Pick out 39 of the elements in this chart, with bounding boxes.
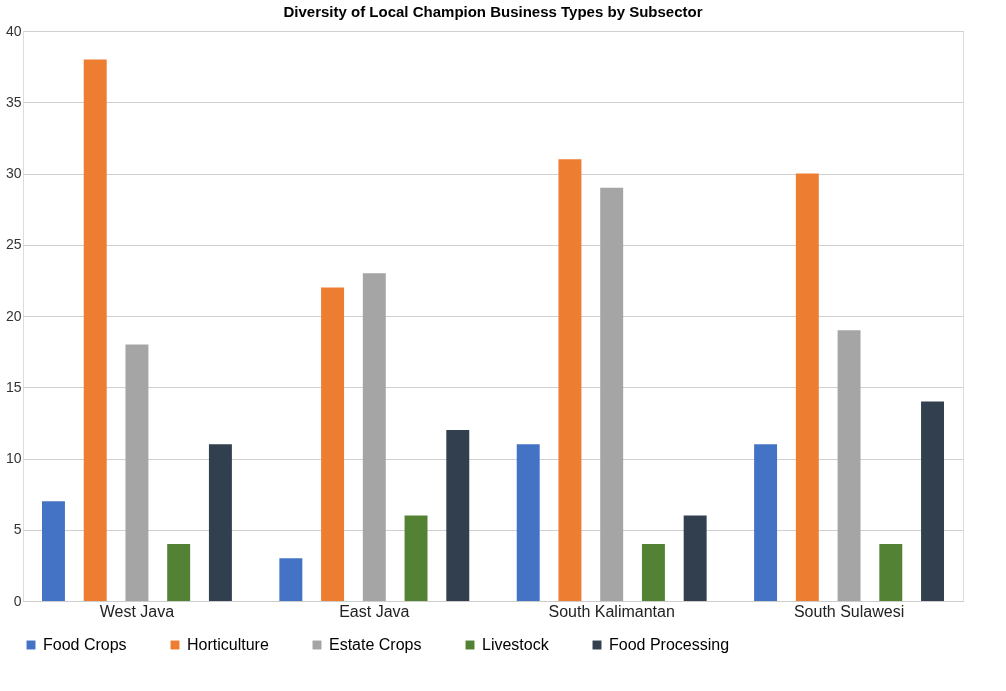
legend-label: Food Crops bbox=[43, 636, 127, 653]
legend-label: Livestock bbox=[482, 636, 550, 653]
bar bbox=[683, 515, 707, 601]
bar bbox=[125, 344, 149, 601]
bar bbox=[600, 187, 624, 601]
x-tick-label: South Sulawesi bbox=[793, 602, 905, 620]
bar bbox=[641, 544, 665, 601]
y-tick-label: 40 bbox=[5, 22, 22, 39]
bar bbox=[83, 59, 107, 601]
x-tick-label: East Java bbox=[339, 602, 410, 620]
bar bbox=[167, 544, 191, 601]
legend-label: Horticulture bbox=[187, 636, 269, 653]
y-tick-label: 5 bbox=[13, 521, 22, 538]
bar bbox=[362, 273, 386, 601]
bar bbox=[558, 159, 582, 601]
x-tick-label: West Java bbox=[99, 602, 175, 620]
bar bbox=[754, 444, 778, 601]
y-tick-label: 0 bbox=[13, 592, 22, 609]
bar bbox=[279, 558, 303, 601]
y-tick-label: 10 bbox=[5, 450, 22, 466]
legend-label: Estate Crops bbox=[329, 636, 422, 653]
bar bbox=[208, 444, 232, 601]
bar bbox=[516, 444, 540, 601]
bar bbox=[795, 173, 819, 601]
bar bbox=[404, 515, 428, 601]
y-tick-label: 35 bbox=[5, 93, 22, 110]
y-tick-label: 30 bbox=[5, 165, 22, 181]
y-tick-label: 25 bbox=[5, 236, 22, 253]
legend-label: Food Processing bbox=[609, 636, 730, 653]
bar bbox=[837, 330, 861, 601]
y-tick-label: 15 bbox=[5, 378, 22, 395]
bar bbox=[446, 430, 470, 601]
bar bbox=[321, 287, 345, 601]
x-tick-label: South Kalimantan bbox=[548, 602, 675, 620]
chart-title: Diversity of Local Champion Business Types by Subsector bbox=[283, 3, 703, 20]
bar bbox=[921, 401, 945, 601]
bar bbox=[879, 544, 903, 601]
y-tick-label: 20 bbox=[5, 307, 22, 324]
bar bbox=[41, 501, 65, 601]
